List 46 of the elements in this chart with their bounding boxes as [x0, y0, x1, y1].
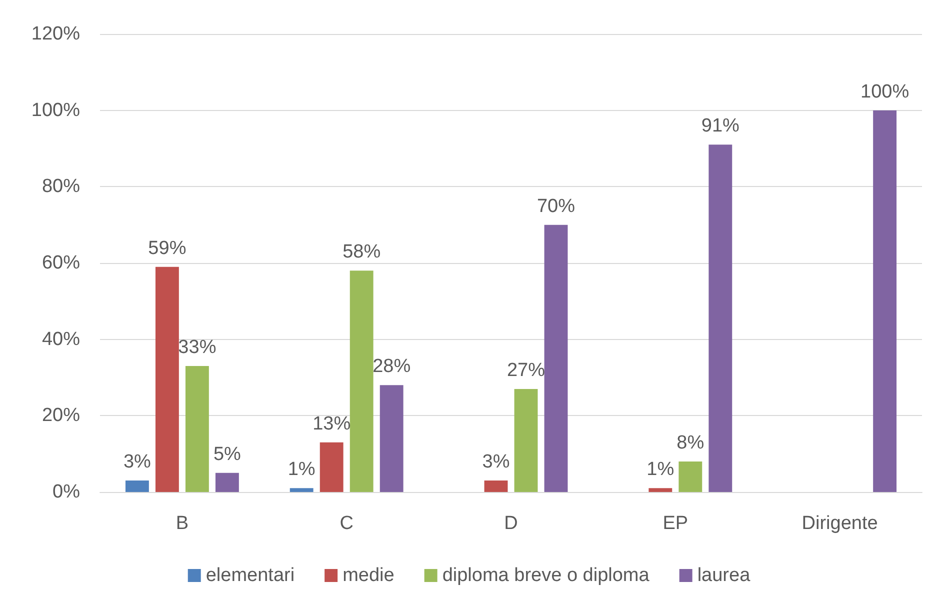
legend-label: diploma breve o diploma	[442, 565, 650, 586]
bar	[648, 488, 672, 492]
data-label: 3%	[123, 452, 152, 473]
y-tick-label: 80%	[42, 176, 80, 198]
data-label: 59%	[148, 238, 186, 259]
y-tick-label: 0%	[52, 482, 80, 502]
bar	[873, 110, 897, 492]
bar	[484, 480, 508, 492]
data-label: 100%	[860, 81, 910, 102]
legend-label: laurea	[697, 565, 751, 586]
bar	[155, 266, 179, 492]
x-tick-label: EP	[662, 513, 688, 534]
data-label: 13%	[312, 413, 351, 434]
data-label: 91%	[701, 116, 740, 137]
data-label: 27%	[506, 360, 546, 381]
y-tick-label: 120%	[31, 24, 80, 44]
data-label: 58%	[342, 242, 381, 263]
data-label: 3%	[482, 452, 510, 473]
data-label: 70%	[536, 196, 576, 217]
legend-label: medie	[342, 565, 394, 586]
x-tick-label: D	[504, 513, 518, 534]
bar	[185, 366, 209, 492]
bar	[380, 385, 404, 492]
data-label: 8%	[676, 432, 704, 454]
bar	[125, 480, 149, 492]
bar	[678, 461, 702, 492]
y-tick-label: 100%	[31, 100, 80, 121]
bar	[544, 224, 568, 492]
y-tick-label: 60%	[42, 252, 80, 274]
data-label: 28%	[372, 356, 411, 378]
x-tick-label: C	[340, 513, 354, 534]
data-label: 5%	[213, 444, 242, 465]
y-tick-label: 20%	[42, 405, 80, 426]
x-tick-label: B	[176, 513, 189, 534]
bar	[708, 144, 732, 492]
x-tick-label: Dirigente	[802, 513, 878, 534]
bar	[215, 472, 239, 492]
data-label: 33%	[178, 337, 216, 358]
data-label: 1%	[288, 459, 316, 480]
y-tick-label: 40%	[42, 328, 80, 350]
bar	[514, 388, 538, 492]
legend-label: elementari	[206, 565, 295, 586]
bar	[350, 270, 374, 492]
bar	[320, 442, 344, 492]
bar	[290, 488, 314, 492]
data-label: 1%	[646, 459, 674, 480]
